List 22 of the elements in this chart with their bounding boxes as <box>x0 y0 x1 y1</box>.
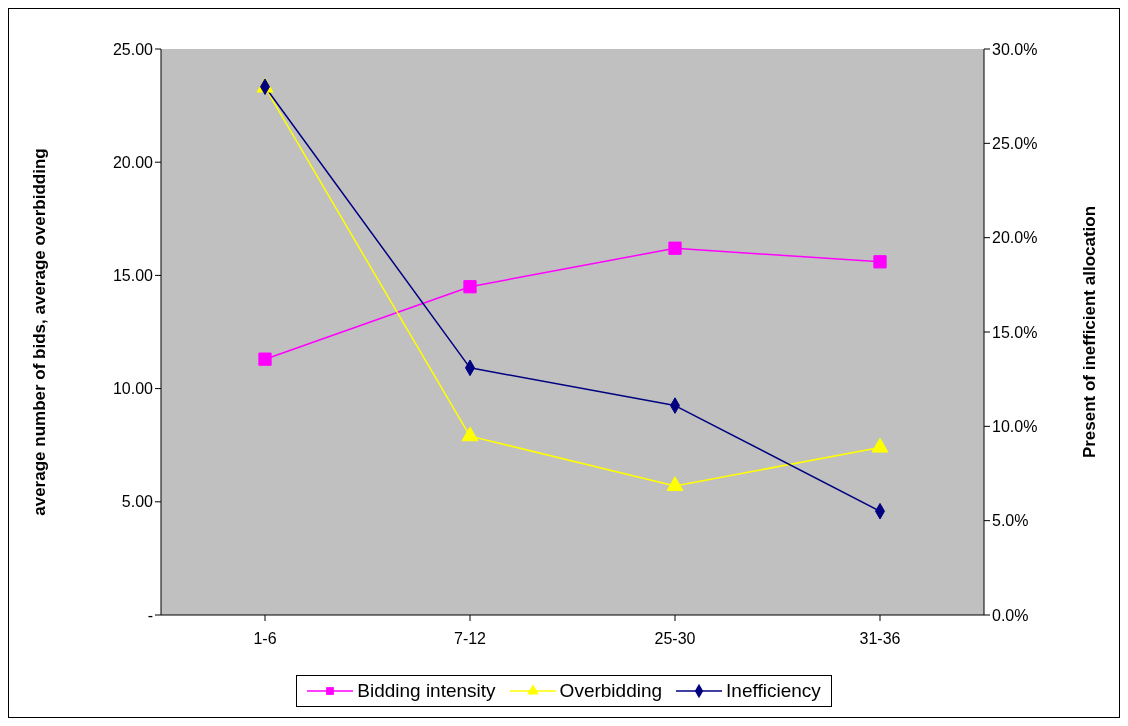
y2-tick-label: 0.0% <box>992 606 1029 624</box>
y2-tick-label: 30.0% <box>992 40 1038 58</box>
y-tick-label: - <box>147 606 153 624</box>
y2-tick-label: 15.0% <box>992 323 1038 341</box>
y2-tick-label: 25.0% <box>992 135 1038 153</box>
x-tick-label: 31-36 <box>859 630 901 648</box>
y2-tick-label: 10.0% <box>992 418 1038 436</box>
y-tick-label: 15.00 <box>112 267 154 285</box>
y-axis-title: average number of bids, average overbidding <box>30 148 50 516</box>
y2-axis-title: Present of inefficient allocation <box>1080 205 1100 459</box>
y-tick-label: 10.00 <box>112 380 154 398</box>
y-tick-label: 25.00 <box>112 40 154 58</box>
y-tick-label: 20.00 <box>112 153 154 171</box>
y2-tick-label: 20.0% <box>992 229 1038 247</box>
x-tick-label: 1-6 <box>253 630 277 648</box>
y-tick-label: 5.00 <box>121 493 154 511</box>
y2-tick-label: 5.0% <box>992 512 1029 530</box>
x-tick-label: 7-12 <box>453 630 487 648</box>
legend-label: Bidding intensity <box>356 680 496 702</box>
x-tick-label: 25-30 <box>654 630 696 648</box>
legend-label: Inefficiency <box>725 680 821 702</box>
legend-label: Overbidding <box>558 680 663 702</box>
